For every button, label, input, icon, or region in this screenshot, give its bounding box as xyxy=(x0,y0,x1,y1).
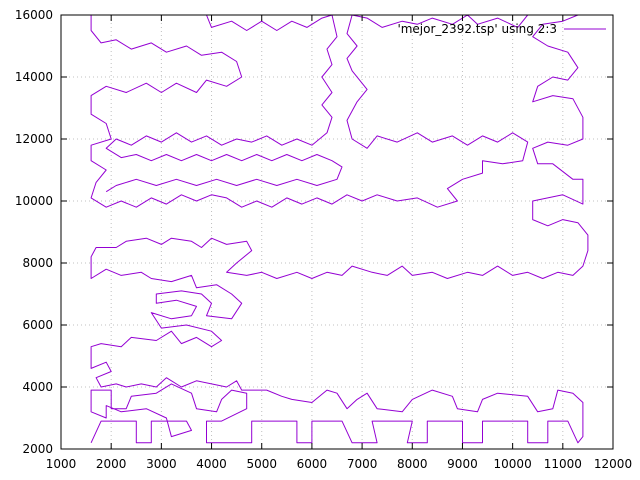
x-tick-label: 11000 xyxy=(544,457,582,471)
x-tick-label: 1000 xyxy=(46,457,77,471)
y-tick-label: 16000 xyxy=(15,8,53,22)
x-tick-label: 7000 xyxy=(347,457,378,471)
x-tick-label: 2000 xyxy=(96,457,127,471)
plot-frame xyxy=(60,14,614,450)
x-tick-label: 8000 xyxy=(397,457,428,471)
x-tick-label: 5000 xyxy=(246,457,277,471)
ticks-layer: 1000 2000 3000 4000 5000 6000 7000 8000 9000 1000… xyxy=(15,8,632,471)
y-tick-label: 14000 xyxy=(15,70,53,84)
legend: 'mejor_2392.tsp' using 2:3 xyxy=(397,22,606,36)
y-tick-label: 12000 xyxy=(15,132,53,146)
y-tick-label: 2000 xyxy=(22,442,53,456)
x-tick-label: 10000 xyxy=(494,457,532,471)
x-tick-label: 4000 xyxy=(196,457,227,471)
series-layer xyxy=(90,14,589,444)
y-tick-label: 10000 xyxy=(15,194,53,208)
series-line xyxy=(90,14,589,444)
x-tick-label: 12000 xyxy=(594,457,632,471)
x-tick-label: 6000 xyxy=(297,457,328,471)
legend-label: 'mejor_2392.tsp' using 2:3 xyxy=(397,22,557,36)
x-tick-label: 3000 xyxy=(146,457,177,471)
y-tick-label: 6000 xyxy=(22,318,53,332)
x-tick-label: 9000 xyxy=(447,457,478,471)
y-tick-label: 8000 xyxy=(22,256,53,270)
y-tick-label: 4000 xyxy=(22,380,53,394)
